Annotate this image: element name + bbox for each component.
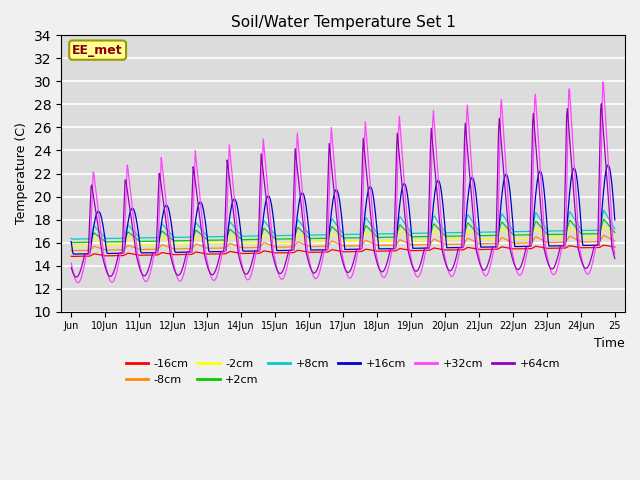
+64cm [232,228,239,234]
-8cm [132,245,140,251]
+2cm [279,236,287,242]
-16cm [611,244,619,250]
+32cm [67,260,75,266]
+16cm [604,162,612,168]
+8cm [232,226,239,231]
Line: +64cm: +64cm [71,104,615,277]
-8cm [611,238,619,244]
+2cm [259,229,266,235]
+2cm [611,229,619,235]
-16cm [259,249,266,254]
-16cm [132,252,140,257]
-16cm [430,245,438,251]
Line: +32cm: +32cm [71,83,615,283]
+2cm [430,221,438,227]
+16cm [430,196,438,202]
+64cm [598,101,605,107]
-2cm [68,243,76,249]
Legend: -16cm, -8cm, -2cm, +2cm, +8cm, +16cm, +32cm, +64cm: -16cm, -8cm, -2cm, +2cm, +8cm, +16cm, +3… [122,355,564,389]
-8cm [600,232,607,238]
+64cm [259,163,266,169]
-8cm [430,236,438,242]
+32cm [430,118,438,123]
Line: +2cm: +2cm [71,219,615,242]
+32cm [259,155,266,161]
-2cm [67,243,75,249]
-16cm [600,242,607,248]
+64cm [132,247,140,253]
Line: -2cm: -2cm [71,227,615,246]
+2cm [67,239,75,245]
+32cm [279,276,287,281]
-2cm [600,224,607,229]
-2cm [132,240,140,245]
+2cm [68,240,76,245]
-2cm [279,240,287,245]
+8cm [600,208,607,214]
+8cm [68,236,76,242]
+8cm [400,219,408,225]
+2cm [232,231,239,237]
-2cm [232,236,239,242]
+32cm [132,234,140,240]
+16cm [279,248,287,253]
+16cm [70,251,77,257]
+2cm [600,216,607,222]
+16cm [259,221,266,227]
-8cm [67,248,75,253]
Title: Soil/Water Temperature Set 1: Soil/Water Temperature Set 1 [230,15,456,30]
Line: -16cm: -16cm [71,245,615,256]
-2cm [611,233,619,239]
-2cm [259,234,266,240]
+2cm [400,226,408,231]
Text: EE_met: EE_met [72,44,123,57]
+8cm [611,226,619,232]
+32cm [232,208,239,214]
+2cm [132,235,140,241]
+8cm [67,236,75,241]
+8cm [430,213,438,219]
+64cm [279,267,287,273]
+8cm [259,223,266,228]
X-axis label: Time: Time [595,337,625,350]
-16cm [67,253,75,259]
-16cm [232,250,239,255]
-16cm [279,250,287,256]
-16cm [68,253,76,259]
Line: +8cm: +8cm [71,211,615,239]
+8cm [279,233,287,239]
-8cm [259,241,266,247]
+64cm [72,274,80,280]
-2cm [400,231,408,237]
Line: -8cm: -8cm [71,235,615,251]
Line: +16cm: +16cm [71,165,615,254]
+8cm [132,230,140,236]
-8cm [400,239,408,244]
+32cm [74,280,82,286]
+32cm [599,80,607,85]
-8cm [232,242,239,248]
+16cm [400,181,408,187]
+64cm [400,199,408,204]
+16cm [232,198,239,204]
-8cm [279,244,287,250]
Y-axis label: Temperature (C): Temperature (C) [15,122,28,225]
-2cm [430,228,438,233]
+32cm [611,251,619,257]
+64cm [67,265,75,271]
+16cm [132,214,140,219]
+16cm [67,239,75,244]
+64cm [611,255,619,261]
-8cm [68,248,76,253]
+64cm [430,157,438,163]
+16cm [611,217,619,223]
+32cm [400,169,408,175]
-16cm [400,246,408,252]
